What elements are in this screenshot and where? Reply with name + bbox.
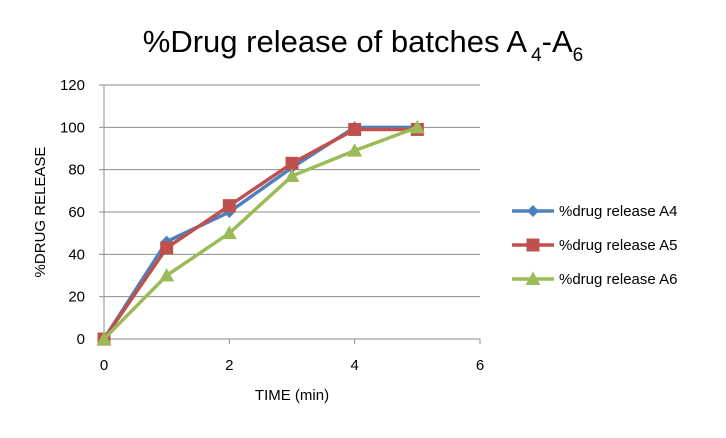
y-tick-label-40: 40 [68, 246, 85, 263]
y-axis-label: %DRUG RELEASE [32, 147, 49, 278]
x-axis-label: TIME (min) [255, 387, 329, 404]
data-point-s3-5 [409, 119, 425, 134]
legend-item-3: %drug release A6 [512, 271, 677, 288]
y-tick-label-100: 100 [60, 119, 85, 136]
data-point-s3-4 [347, 143, 363, 157]
axes [99, 84, 481, 344]
x-tick-label-4: 4 [350, 357, 358, 374]
y-tick-label-60: 60 [68, 204, 85, 221]
series-3 [96, 119, 425, 345]
data-point-s2-3 [285, 156, 299, 170]
series-lines [96, 119, 425, 346]
legend-swatch-marker-2 [526, 238, 540, 252]
x-tick-labels: 0 2 4 6 [100, 357, 484, 374]
legend-item-2: %drug release A5 [512, 237, 677, 254]
series-2 [97, 122, 424, 346]
legend-swatch-marker-3 [525, 271, 541, 285]
series-line-1 [102, 125, 418, 340]
series-line-3 [102, 125, 418, 341]
data-point-s2-2 [222, 199, 236, 213]
x-tick-label-0: 0 [100, 357, 108, 374]
y-tick-label-0: 0 [77, 331, 85, 348]
series-1 [98, 121, 424, 345]
x-tick-label-6: 6 [476, 357, 484, 374]
legend-label-3: %drug release A6 [559, 271, 677, 288]
data-point-s2-4 [348, 122, 362, 136]
data-point-s3-1 [159, 268, 175, 282]
legend-label-2: %drug release A5 [559, 237, 677, 254]
gridlines [104, 84, 480, 298]
legend-swatch-marker-1 [527, 205, 539, 217]
y-tick-label-20: 20 [68, 289, 85, 306]
y-tick-label-120: 120 [60, 77, 85, 94]
chart-title: %Drug release of batches A 4-A6 [143, 24, 583, 66]
legend: %drug release A4 %drug release A5 %drug re… [512, 203, 677, 288]
data-point-s3-2 [221, 225, 237, 240]
y-tick-label-80: 80 [68, 162, 85, 179]
data-point-s3-3 [284, 168, 300, 183]
data-point-s3-0 [96, 331, 112, 345]
y-tick-labels: 0 20 40 60 80 100 120 [60, 77, 85, 348]
data-point-s2-1 [160, 241, 174, 255]
legend-item-1: %drug release A4 [512, 203, 677, 220]
series-line-2 [102, 127, 418, 340]
x-tick-label-2: 2 [225, 357, 233, 374]
legend-label-1: %drug release A4 [559, 203, 677, 220]
